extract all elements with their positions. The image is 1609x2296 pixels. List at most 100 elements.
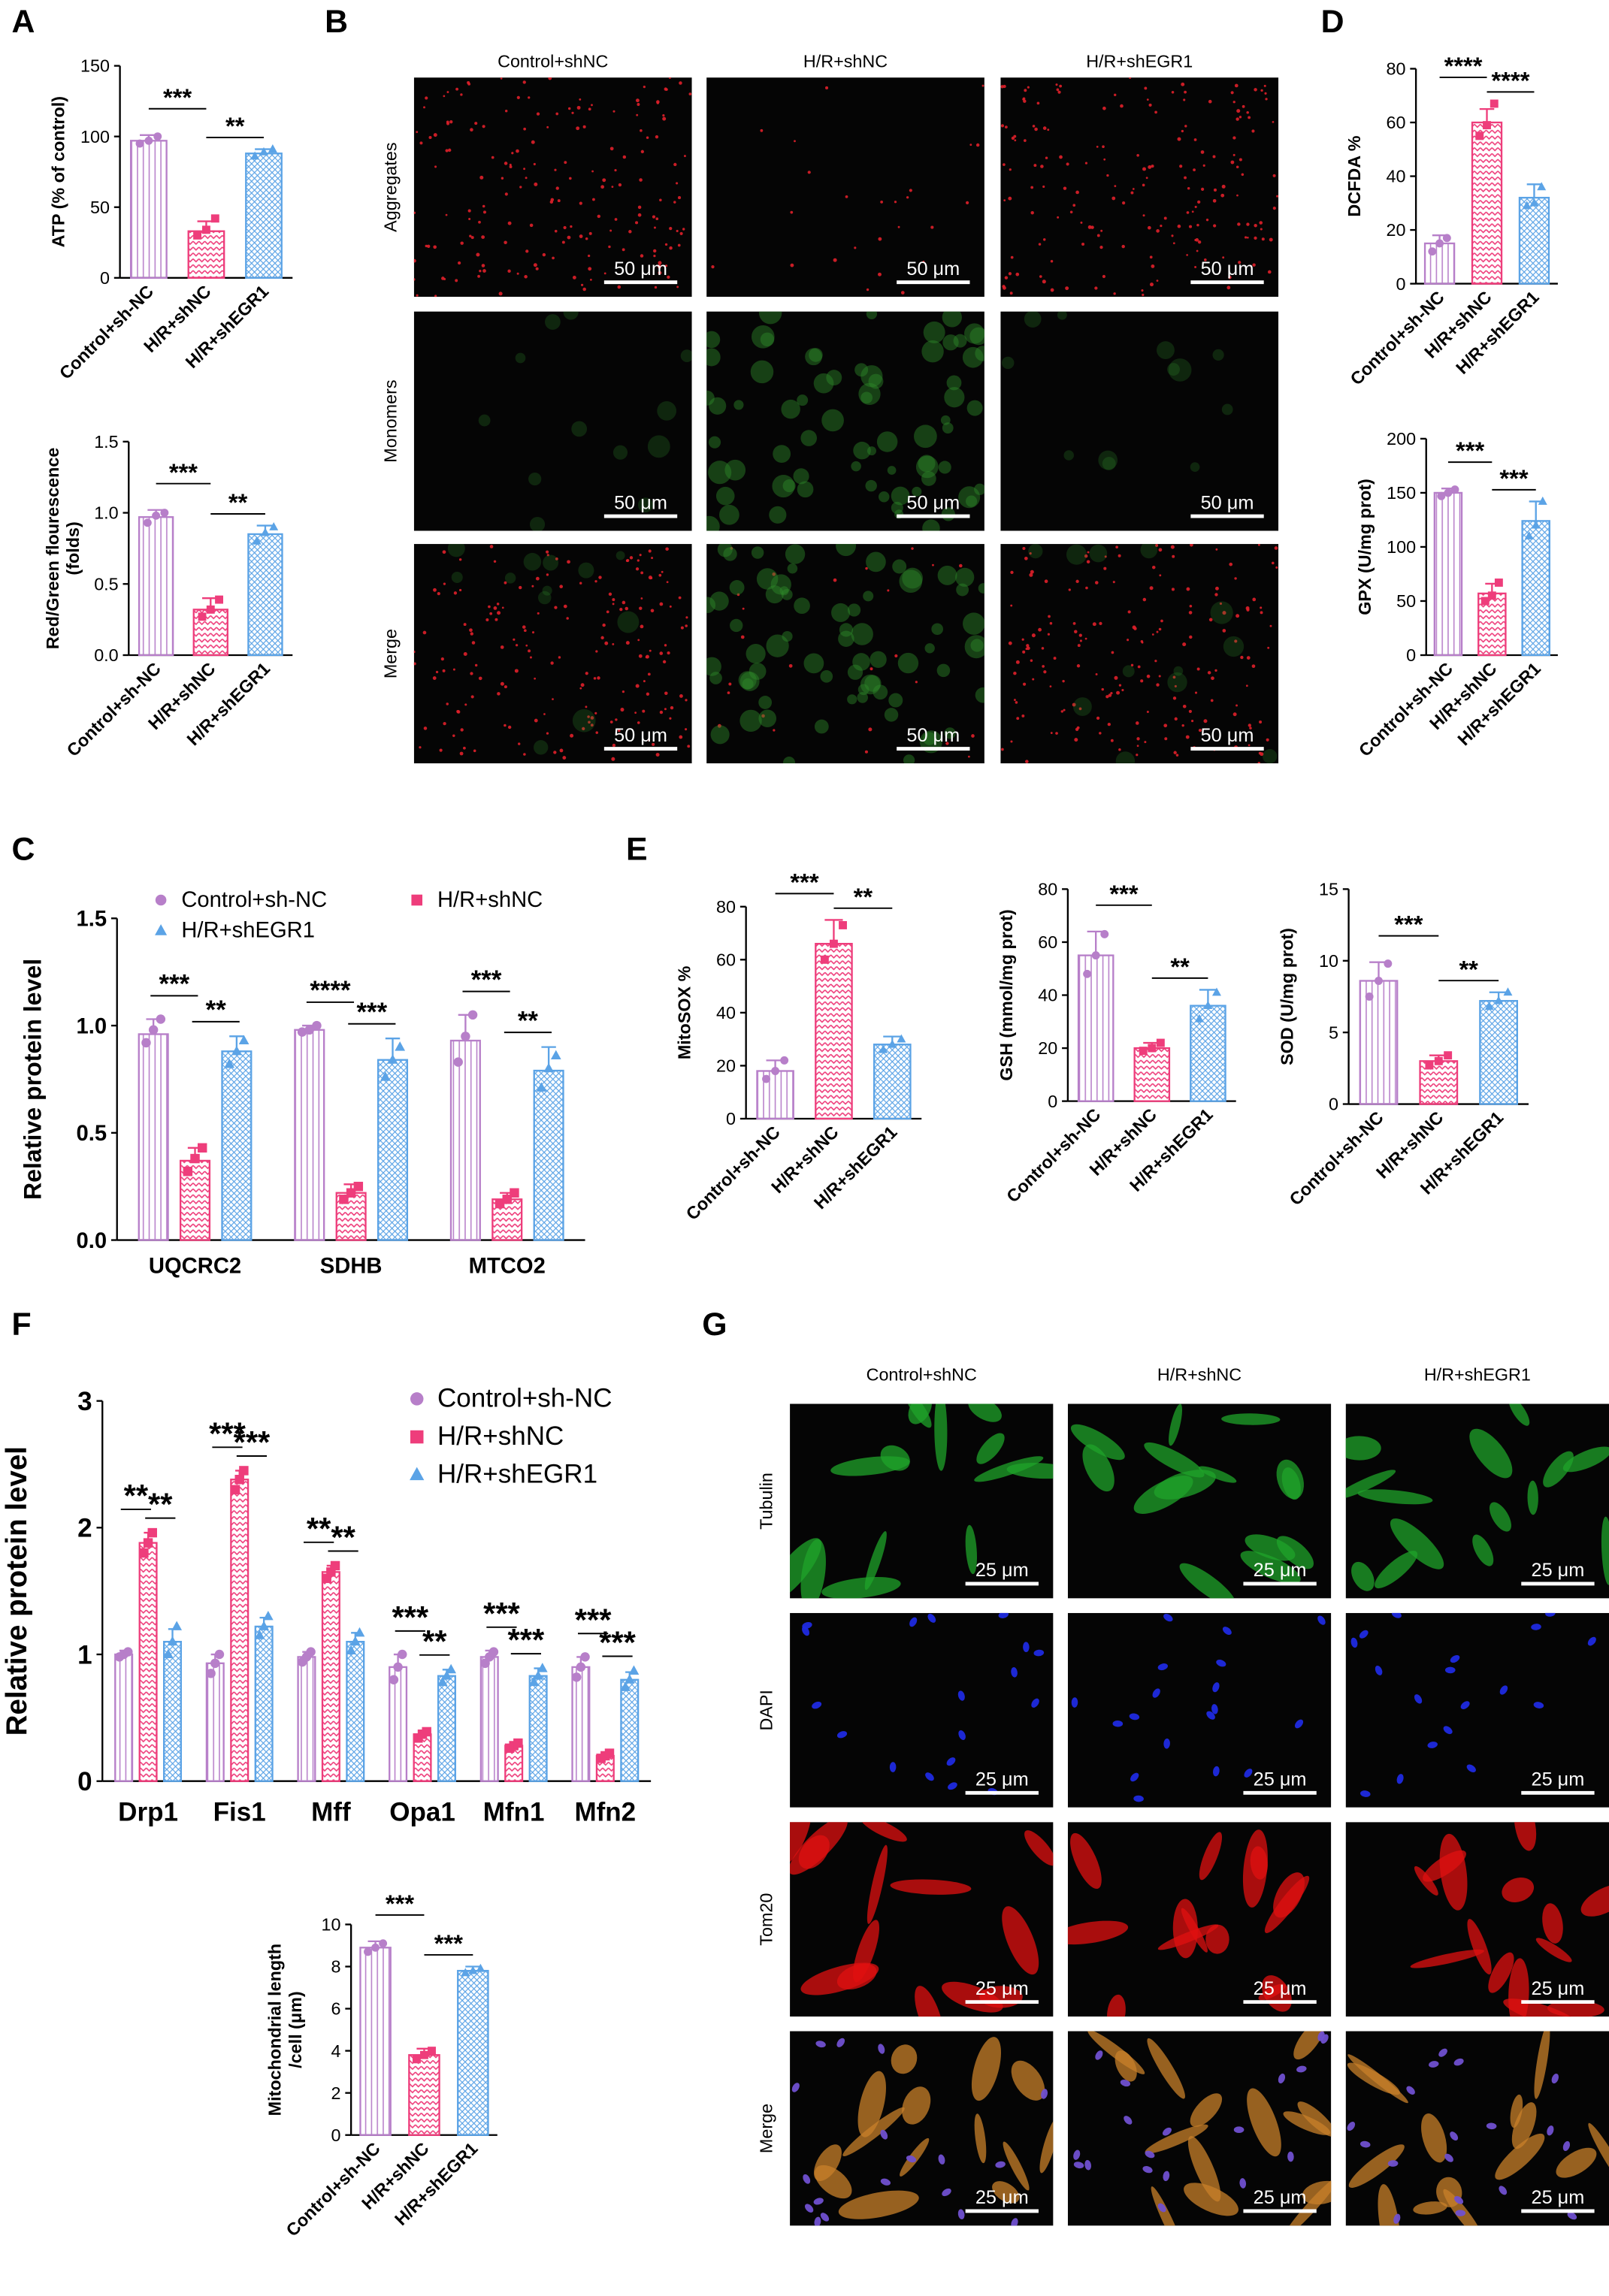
micrograph (790, 2031, 1054, 2226)
scale-bar-label: 25 μm (1254, 1560, 1307, 1581)
data-point (210, 214, 219, 223)
data-point (230, 1485, 240, 1494)
y-tick-label: 2 (331, 2083, 341, 2103)
panel-label: E (626, 831, 648, 867)
data-point (201, 225, 210, 234)
bar (408, 2054, 440, 2136)
bar (377, 1059, 409, 1241)
column-title: H/R+shEGR1 (1086, 52, 1193, 71)
y-tick-label: 15 (1319, 880, 1338, 899)
data-point (1538, 496, 1547, 505)
y-axis-label: Red/Green flourescence (43, 448, 62, 650)
data-point (762, 1074, 770, 1083)
legend-label: H/R+shEGR1 (181, 919, 315, 943)
legend-label: H/R+shEGR1 (437, 1460, 597, 1489)
data-point (829, 939, 838, 948)
data-point (268, 144, 277, 153)
data-point (1487, 591, 1496, 600)
significance-label: *** (159, 970, 190, 998)
significance-label: *** (357, 998, 388, 1027)
data-point (1442, 234, 1451, 243)
bar (129, 140, 168, 279)
bar (114, 1653, 134, 1782)
row-title: DAPI (757, 1690, 776, 1730)
bar (815, 942, 853, 1120)
data-point (171, 1621, 183, 1630)
significance-label: ** (422, 1624, 447, 1659)
data-point (1522, 201, 1532, 210)
data-point (147, 1527, 157, 1538)
data-point (371, 1943, 380, 1952)
bar (138, 1542, 158, 1782)
y-tick-label: 0 (726, 1109, 736, 1128)
data-point (550, 1050, 561, 1060)
significance-label: *** (234, 1424, 271, 1460)
data-point (537, 1663, 548, 1672)
bar (1521, 520, 1550, 657)
data-point (1475, 131, 1484, 140)
y-axis-label: MitoSOX % (675, 965, 694, 1059)
y-tick-label: 1.5 (94, 432, 118, 452)
y-tick-label: 0 (1406, 645, 1416, 665)
y-tick-label: 0 (77, 1767, 92, 1796)
data-point (412, 2055, 421, 2064)
y-tick-label: 40 (1387, 167, 1406, 186)
x-tick-label: Control+sh-NC (682, 1122, 784, 1224)
y-tick-label: 0.5 (77, 1122, 107, 1146)
data-point (269, 521, 279, 530)
data-point (183, 1166, 193, 1177)
micrograph (413, 77, 692, 298)
data-point (468, 1965, 478, 1974)
data-point (1503, 987, 1513, 996)
micrograph (1000, 77, 1279, 298)
significance-label: ** (307, 1511, 331, 1546)
legend-label: Control+sh-NC (437, 1383, 612, 1412)
data-point (510, 1188, 519, 1198)
significance-label: *** (1456, 437, 1484, 464)
data-point (346, 1188, 356, 1198)
y-axis-label: Mitochondrial length (265, 1944, 285, 2116)
y-axis-label: SOD (U/mg prot) (1278, 928, 1297, 1065)
bar (1359, 980, 1399, 1105)
data-point (379, 1939, 388, 1948)
data-point (1139, 1047, 1148, 1056)
column-title: Control+shNC (498, 52, 608, 71)
y-tick-label: 0.0 (94, 645, 118, 665)
data-point (393, 1662, 403, 1672)
data-point (231, 1045, 242, 1056)
y-tick-label: 150 (1387, 483, 1416, 503)
data-point (604, 1748, 615, 1758)
data-point (437, 1676, 448, 1687)
significance-label: *** (434, 1929, 463, 1957)
data-point (1428, 247, 1437, 256)
y-tick-label: 80 (1387, 59, 1406, 79)
x-tick-label: Fis1 (213, 1797, 266, 1826)
y-tick-label: 0 (100, 268, 110, 288)
y-tick-label: 60 (716, 950, 736, 969)
bar (457, 1969, 489, 2136)
significance-label: *** (386, 1890, 414, 1917)
data-point (1480, 597, 1490, 606)
scale-bar-label: 50 μm (614, 492, 667, 513)
data-point (353, 1181, 364, 1192)
data-point (411, 894, 423, 906)
panel-label: A (12, 4, 35, 40)
data-point (260, 527, 270, 536)
y-tick-label: 20 (1038, 1038, 1057, 1058)
data-point (143, 1538, 153, 1548)
data-point (380, 1071, 391, 1081)
data-point (197, 1143, 207, 1153)
data-point (513, 1738, 523, 1748)
bar (1433, 491, 1463, 657)
significance-label: **** (1492, 67, 1530, 95)
data-point (250, 151, 260, 160)
significance-label: *** (471, 966, 502, 995)
y-tick-label: 60 (1038, 932, 1057, 952)
data-point (1083, 969, 1092, 978)
micrograph (1345, 2031, 1609, 2226)
data-point (488, 1647, 499, 1657)
micrograph (413, 311, 692, 531)
significance-label: *** (599, 1625, 636, 1660)
significance-label: *** (1394, 911, 1423, 938)
